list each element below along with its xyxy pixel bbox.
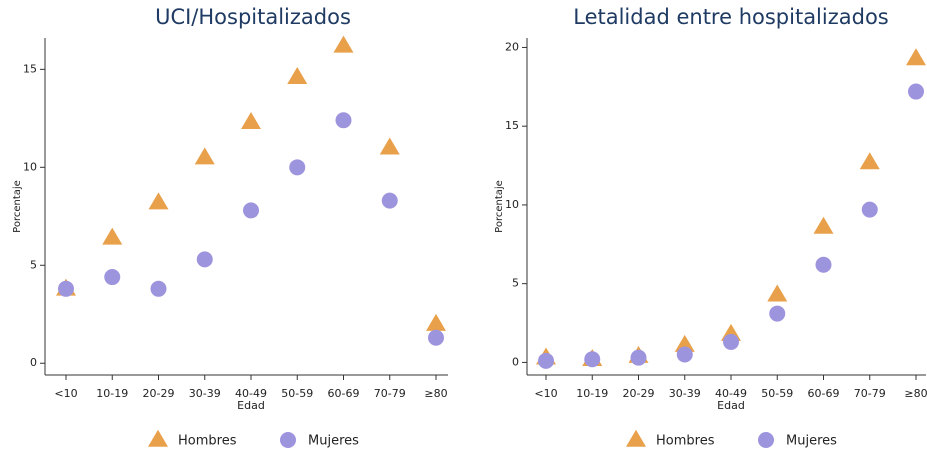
x-tick-label: 10-19	[576, 387, 608, 400]
point	[379, 137, 400, 155]
x-axis-label: Edad	[237, 399, 265, 412]
point	[767, 284, 788, 302]
y-tick-label: 15	[505, 119, 519, 132]
legend-marker	[626, 429, 646, 447]
chart-title: Letalidad entre hospitalizados	[573, 5, 889, 29]
x-tick-label: ≥80	[424, 387, 447, 400]
y-tick-label: 0	[512, 355, 519, 368]
point	[104, 269, 121, 286]
point	[381, 192, 398, 209]
x-axis-label: Edad	[717, 399, 745, 412]
point	[194, 147, 215, 165]
point	[674, 334, 695, 352]
point	[148, 192, 169, 210]
point	[676, 346, 693, 363]
legend-label: Hombres	[656, 434, 715, 449]
legend-marker	[148, 429, 168, 447]
point	[908, 83, 924, 100]
point	[428, 329, 444, 346]
x-tick-label: 10-19	[96, 387, 128, 400]
point	[289, 159, 306, 176]
legend-marker	[280, 432, 296, 448]
x-tick-label: 40-49	[235, 387, 267, 400]
x-tick-label: 60-69	[808, 387, 840, 400]
point	[906, 48, 926, 66]
x-tick-label: 20-29	[143, 387, 175, 400]
legend-label: Mujeres	[786, 434, 837, 449]
point	[426, 313, 446, 331]
point	[859, 152, 880, 170]
x-tick-label: 70-79	[854, 387, 886, 400]
x-tick-label: 60-69	[328, 387, 360, 400]
y-tick-label: 15	[23, 62, 37, 75]
x-tick-label: 70-79	[374, 387, 406, 400]
point	[861, 201, 878, 218]
legend-marker	[758, 432, 774, 448]
legend-label: Mujeres	[308, 434, 359, 449]
x-tick-label: 50-59	[281, 387, 313, 400]
x-tick-label: 40-49	[715, 387, 747, 400]
legend-label: Hombres	[178, 434, 237, 449]
x-tick-label: ≥80	[904, 387, 927, 400]
y-tick-label: 10	[505, 198, 519, 211]
point	[769, 305, 786, 322]
point	[150, 280, 167, 297]
x-tick-label: 30-39	[189, 387, 221, 400]
x-tick-label: 30-39	[669, 387, 701, 400]
y-tick-label: 0	[30, 356, 37, 369]
y-axis-label: Porcentaje	[494, 180, 505, 233]
x-tick-label: 20-29	[623, 387, 655, 400]
point	[241, 112, 261, 130]
point	[243, 202, 259, 219]
point	[335, 112, 352, 129]
y-tick-label: 5	[512, 277, 519, 290]
point	[58, 280, 74, 297]
point	[630, 349, 647, 366]
y-tick-label: 20	[505, 40, 519, 53]
point	[584, 351, 601, 368]
y-axis-label: Porcentaje	[12, 180, 23, 233]
point	[333, 35, 354, 53]
point	[815, 256, 832, 273]
point	[813, 216, 834, 234]
y-tick-label: 5	[30, 258, 37, 271]
chart-title: UCI/Hospitalizados	[155, 5, 351, 29]
x-tick-label: 50-59	[761, 387, 793, 400]
x-tick-label: <10	[54, 387, 77, 400]
point	[287, 66, 308, 84]
point	[196, 251, 213, 268]
x-tick-label: <10	[534, 387, 557, 400]
point	[102, 227, 123, 245]
y-tick-label: 10	[23, 160, 37, 173]
point	[538, 352, 554, 369]
point	[723, 333, 739, 350]
